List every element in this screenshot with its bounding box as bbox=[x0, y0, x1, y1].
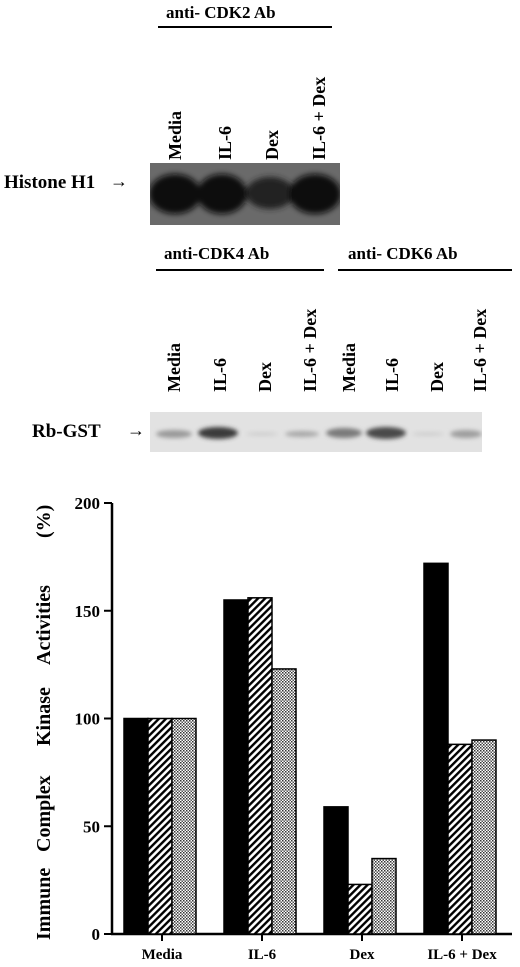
y-tick-label: 200 bbox=[75, 494, 101, 513]
cdk4-antibody-header: anti-CDK4 Ab bbox=[164, 244, 270, 263]
cdk2-header-underline bbox=[158, 26, 332, 28]
histone-h1-label: Histone H1 bbox=[4, 172, 96, 193]
y-tick-label: 0 bbox=[92, 925, 101, 944]
bar bbox=[147, 717, 173, 935]
rb-lane-label: Media bbox=[339, 343, 359, 392]
cdk2-antibody-header: anti- CDK2 Ab bbox=[166, 3, 276, 22]
rb-gst-blot-image bbox=[150, 412, 482, 452]
cdk6-header-underline bbox=[338, 269, 512, 271]
x-tick-label: IL-6 + Dex bbox=[427, 947, 497, 963]
rb-lane-label: IL-6 + Dex bbox=[470, 308, 490, 392]
rb-lane-label: IL-6 bbox=[210, 357, 230, 392]
cdk2-lane-label: Media bbox=[165, 111, 185, 160]
x-tick-label: Media bbox=[142, 947, 183, 963]
rb-lane-label: IL-6 + Dex bbox=[300, 308, 320, 392]
rb-gst-label: Rb-GST bbox=[32, 421, 101, 442]
y-tick-label: 50 bbox=[83, 817, 100, 836]
bar bbox=[223, 599, 249, 935]
cdk6-antibody-header: anti- CDK6 Ab bbox=[348, 244, 458, 263]
bar bbox=[423, 562, 449, 935]
y-tick-label: 100 bbox=[75, 710, 101, 729]
cdk2-lane-label: IL-6 bbox=[215, 125, 235, 160]
cdk4-header-underline bbox=[156, 269, 324, 271]
rb-lane-label: Media bbox=[164, 343, 184, 392]
rb-lane-label: IL-6 bbox=[382, 357, 402, 392]
x-tick-label: IL-6 bbox=[248, 947, 277, 963]
kinase-activity-bar-chart: 0 50 100 150 200 Media IL-6 Dex IL-6 + Dex bbox=[75, 494, 512, 963]
rb-lane-label: Dex bbox=[427, 362, 447, 392]
bar bbox=[347, 883, 373, 935]
bar bbox=[123, 717, 149, 935]
bar bbox=[447, 743, 473, 935]
x-tick-label: Dex bbox=[350, 947, 375, 963]
bar bbox=[323, 806, 349, 935]
bar bbox=[371, 857, 397, 935]
cdk2-lane-label: IL-6 + Dex bbox=[309, 76, 329, 160]
rb-lane-label: Dex bbox=[255, 362, 275, 392]
bar bbox=[471, 739, 497, 935]
rb-gst-arrow-icon: → bbox=[127, 420, 145, 440]
bar bbox=[247, 597, 273, 935]
y-tick-label: 150 bbox=[75, 602, 101, 621]
histone-h1-arrow-icon: → bbox=[110, 171, 128, 191]
bar bbox=[171, 717, 197, 935]
bar bbox=[271, 668, 297, 935]
cdk2-lane-label: Dex bbox=[262, 130, 282, 160]
histone-h1-blot-image bbox=[150, 163, 340, 225]
